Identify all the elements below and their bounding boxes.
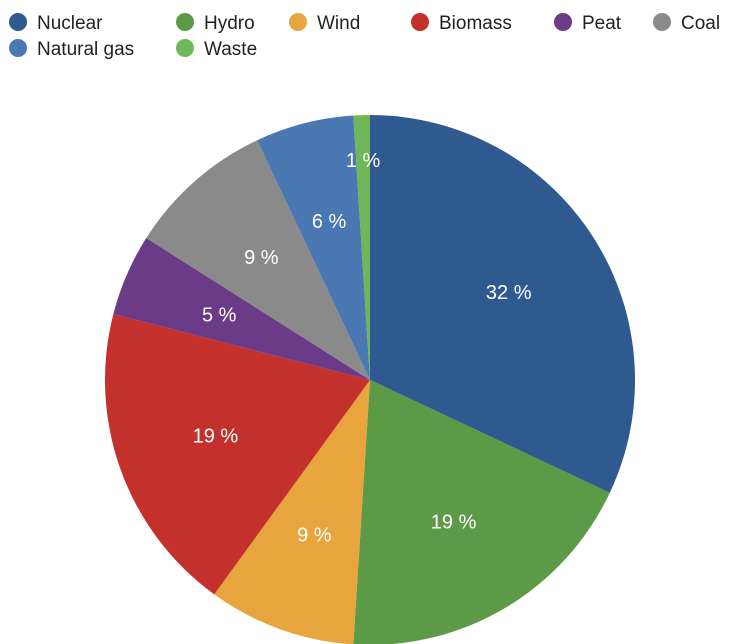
legend-label: Biomass [439,13,512,34]
legend-label: Wind [317,13,360,34]
slice-data-label: 6 % [312,211,347,233]
legend-label: Natural gas [37,39,134,60]
pie-slices [105,114,636,644]
legend-swatch [554,13,572,31]
legend-swatch [9,39,27,57]
legend-swatch [411,13,429,31]
pie-slice [146,140,370,380]
slice-labels: 32 % 19 % 9 % 19 % 5 % 9 % 6 % 1 % [193,150,532,546]
legend: Nuclear Hydro Wind Biomass Peat Coal Natural g… [9,13,720,60]
legend-swatch [9,13,27,31]
slice-data-label: 19 % [431,511,477,533]
legend-label: Hydro [204,13,255,34]
legend-label: Nuclear [37,13,103,34]
legend-item: Nuclear [9,13,103,34]
pie-slice [353,114,370,380]
legend-swatch [176,39,194,57]
legend-swatch [653,13,671,31]
slice-data-label: 1 % [346,150,381,172]
legend-item: Waste [176,39,257,60]
legend-item: Hydro [176,13,255,34]
pie-slice [113,238,370,380]
legend-swatch [176,13,194,31]
legend-label: Coal [681,13,720,34]
legend-item: Natural gas [9,39,134,60]
pie-slice [353,380,610,644]
pie-slice [105,314,370,595]
legend-label: Waste [204,39,257,60]
legend-item: Coal [653,13,720,34]
legend-label: Peat [582,13,622,34]
pie-slice [257,115,370,381]
slice-data-label: 32 % [486,282,532,304]
legend-swatch [289,13,307,31]
slice-data-label: 9 % [297,525,332,547]
legend-item: Wind [289,13,360,34]
pie-slice [370,115,636,493]
legend-item: Peat [554,13,622,34]
slice-data-label: 5 % [202,305,237,327]
slice-data-label: 19 % [193,426,239,448]
slice-data-label: 9 % [244,247,279,269]
pie-slice [214,380,370,644]
legend-item: Biomass [411,13,512,34]
